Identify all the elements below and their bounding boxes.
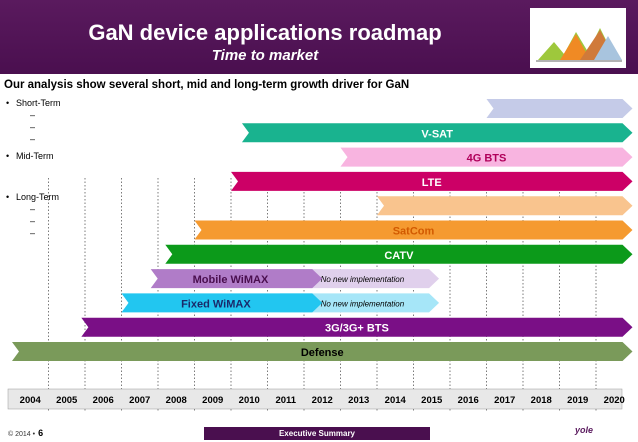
bar-unlabeled bbox=[377, 196, 633, 216]
year-tick-label: 2005 bbox=[56, 395, 78, 406]
bar-label: SatCom bbox=[393, 226, 435, 238]
year-tick-label: 2009 bbox=[202, 395, 223, 406]
copyright: © 2014 • 6 bbox=[8, 428, 44, 438]
bar-label: 4G BTS bbox=[467, 153, 507, 165]
year-tick-label: 2017 bbox=[494, 395, 515, 406]
year-tick-label: 2016 bbox=[458, 395, 479, 406]
bar-defense bbox=[12, 342, 633, 361]
bullet-long-term: • Long-Term bbox=[6, 192, 60, 202]
bar-label: 3G/3G+ BTS bbox=[325, 323, 389, 335]
year-tick-label: 2018 bbox=[531, 395, 552, 406]
year-tick-label: 2011 bbox=[275, 395, 296, 406]
bullet-dash: – bbox=[30, 216, 36, 226]
footer: © 2014 • 6 Executive Summary yole bbox=[0, 422, 638, 442]
bullet-dash: – bbox=[30, 134, 36, 144]
bar-3g-3g-bts bbox=[81, 317, 633, 337]
bar-4g-bts bbox=[340, 147, 633, 167]
bar-extension bbox=[279, 293, 440, 313]
year-tick-label: 2012 bbox=[312, 395, 333, 406]
axis-strip bbox=[7, 388, 623, 410]
bar-unlabeled bbox=[486, 99, 633, 118]
bullet-dash: – bbox=[30, 110, 36, 120]
bullet-short-term: • Short-Term bbox=[6, 98, 61, 108]
bar-label: Defense bbox=[301, 347, 344, 359]
bullet-dash: – bbox=[30, 204, 36, 214]
bullet-mid-term: • Mid-Term bbox=[6, 151, 54, 161]
intro-text: Our analysis show several short, mid and… bbox=[4, 79, 410, 91]
year-tick-label: 2007 bbox=[129, 395, 150, 406]
company-logo: yole bbox=[575, 425, 594, 435]
bar-label: V-SAT bbox=[421, 128, 453, 140]
bar-satcom bbox=[194, 220, 633, 240]
bar-v-sat bbox=[241, 123, 633, 143]
year-tick-label: 2004 bbox=[20, 395, 42, 406]
year-tick-label: 2010 bbox=[239, 395, 260, 406]
year-tick-label: 2014 bbox=[385, 395, 407, 406]
year-tick-label: 2019 bbox=[567, 395, 588, 406]
year-tick-label: 2020 bbox=[604, 395, 625, 406]
bullet-dash: – bbox=[30, 122, 36, 132]
bar-label: LTE bbox=[422, 177, 442, 189]
page-subtitle: Time to market bbox=[211, 47, 319, 64]
bar-catv bbox=[165, 244, 633, 264]
year-tick-label: 2006 bbox=[93, 395, 114, 406]
section-tab: Executive Summary bbox=[204, 427, 430, 440]
year-tick-label: 2015 bbox=[421, 395, 443, 406]
mini-chart-logo bbox=[530, 8, 626, 68]
bar-extension-label: No new implementation bbox=[321, 275, 405, 284]
bar-extension-label: No new implementation bbox=[321, 299, 405, 308]
bar-fixed-wimax bbox=[121, 293, 323, 313]
bar-mobile-wimax bbox=[150, 269, 323, 289]
page-title: GaN device applications roadmap bbox=[88, 20, 442, 45]
bullet-dash: – bbox=[30, 228, 36, 238]
bar-label: CATV bbox=[384, 250, 414, 262]
year-tick-label: 2013 bbox=[348, 395, 369, 406]
bar-label: Fixed WiMAX bbox=[181, 298, 251, 310]
bar-extension bbox=[279, 269, 440, 289]
page-number: 6 bbox=[38, 428, 44, 438]
bar-label: Mobile WiMAX bbox=[193, 274, 269, 286]
header-banner: GaN device applications roadmap Time to … bbox=[0, 0, 638, 74]
bar-lte bbox=[231, 171, 633, 191]
year-tick-label: 2008 bbox=[166, 395, 187, 406]
